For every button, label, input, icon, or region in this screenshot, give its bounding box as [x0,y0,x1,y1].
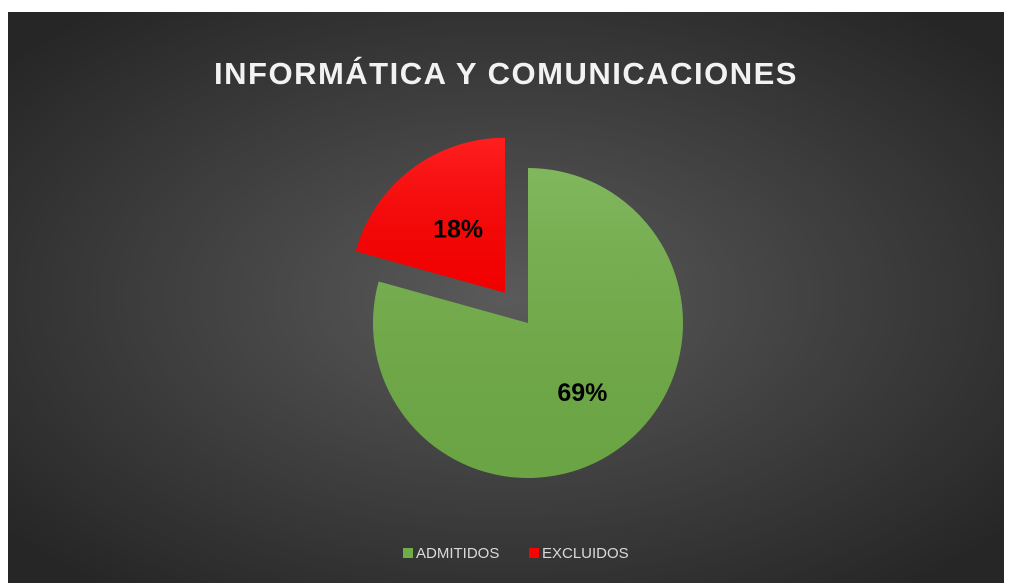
data-label: 18% [433,216,483,244]
chart-background [8,12,1004,583]
legend-label: EXCLUIDOS [542,545,629,562]
data-label: 69% [557,379,607,407]
legend-swatch [403,548,413,558]
legend-label: ADMITIDOS [416,545,499,562]
legend-swatch [529,548,539,558]
chart-title: INFORMÁTICA Y COMUNICACIONES [214,56,798,91]
